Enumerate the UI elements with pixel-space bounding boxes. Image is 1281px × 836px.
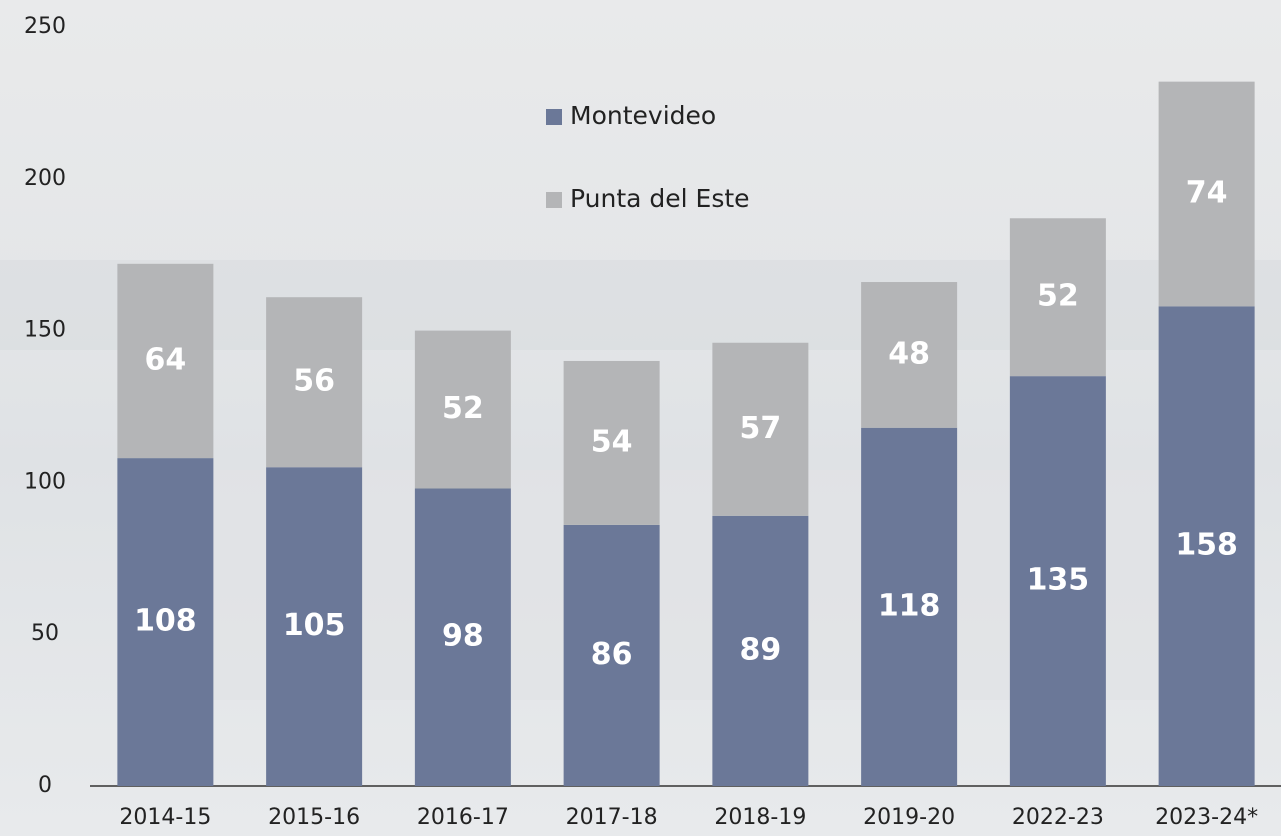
value-label: 52: [442, 391, 484, 426]
value-label: 52: [1037, 279, 1079, 314]
legend-label: Montevideo: [570, 101, 716, 130]
value-label: 105: [283, 608, 346, 643]
value-label: 108: [134, 604, 197, 639]
y-tick-label: 100: [24, 469, 66, 494]
chart: 0 50 100 150 200 250 Montevideo Punta del Este 2…: [0, 0, 1281, 836]
legend-label: Punta del Este: [570, 184, 750, 213]
value-label: 54: [591, 424, 633, 459]
value-label: 118: [878, 588, 941, 623]
value-label: 64: [145, 342, 187, 377]
y-tick-label: 200: [24, 166, 66, 191]
x-tick-label: 2023-24*: [1155, 805, 1258, 830]
value-label: 48: [888, 336, 930, 371]
legend-swatch: [546, 192, 562, 208]
x-tick-label: 2019-20: [863, 805, 955, 830]
x-tick-label: 2016-17: [417, 805, 509, 830]
x-tick-label: 2015-16: [268, 805, 360, 830]
legend-swatch: [546, 109, 562, 125]
x-tick-label: 2022-23: [1012, 805, 1104, 830]
value-label: 74: [1186, 175, 1228, 210]
x-tick-label: 2014-15: [119, 805, 211, 830]
x-tick-label: 2017-18: [566, 805, 658, 830]
value-label: 56: [293, 364, 335, 399]
y-tick-label: 150: [24, 318, 66, 343]
y-tick-label: 0: [38, 773, 52, 798]
y-tick-label: 50: [31, 621, 59, 646]
y-tick-label: 250: [24, 14, 66, 39]
value-label: 86: [591, 637, 633, 672]
value-label: 57: [740, 411, 782, 446]
value-label: 135: [1027, 563, 1090, 598]
value-label: 158: [1175, 528, 1238, 563]
value-label: 89: [740, 632, 782, 667]
value-label: 98: [442, 619, 484, 654]
x-tick-label: 2018-19: [714, 805, 806, 830]
